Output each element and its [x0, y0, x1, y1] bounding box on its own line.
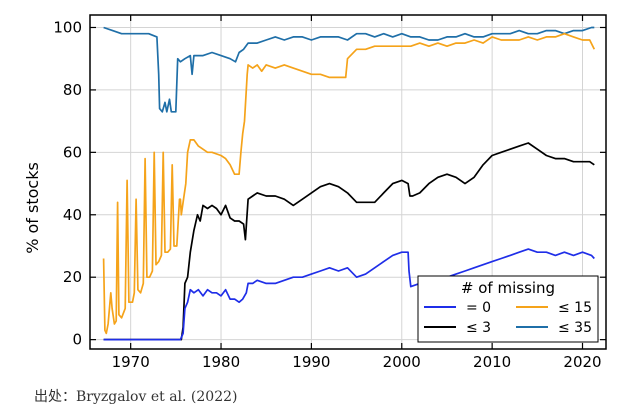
y-tick-label: 0: [72, 331, 82, 349]
series-line-4: [103, 26, 595, 113]
y-tick-label: 40: [63, 206, 82, 224]
y-tick-label: 80: [63, 81, 82, 99]
legend-label-3: ≤ 3: [466, 320, 491, 336]
axis-ticks: 1970 1980 1990 2000 2010 2020 0 20 40 60 80 100: [53, 15, 606, 371]
legend: # of missing = 0 ≤ 3 ≤ 15 ≤ 35: [417, 275, 599, 343]
x-tick-label: 1970: [112, 353, 150, 371]
legend-box: [417, 275, 599, 343]
plot-frame: [89, 14, 607, 350]
x-tick-label: 2010: [473, 353, 511, 371]
y-axis-title: % of stocks: [23, 162, 42, 254]
series-layer: [102, 26, 596, 341]
source-note: 出处：Bryzgalov et al. (2022): [34, 389, 238, 405]
legend-title: # of missing: [461, 279, 555, 297]
series-line-1: [103, 248, 595, 341]
series-line-3: [103, 142, 595, 341]
y-tick-label: 60: [63, 143, 82, 161]
legend-label-4: ≤ 35: [558, 320, 592, 336]
x-tick-label: 1990: [292, 353, 330, 371]
x-tick-label: 2000: [383, 353, 421, 371]
y-tick-label: 20: [63, 268, 82, 286]
series-line-2: [102, 32, 596, 335]
legend-label-1: = 0: [466, 300, 491, 316]
y-tick-label: 100: [53, 18, 82, 36]
x-tick-label: 2020: [563, 353, 601, 371]
x-tick-label: 1980: [202, 353, 240, 371]
legend-label-2: ≤ 15: [558, 300, 592, 316]
